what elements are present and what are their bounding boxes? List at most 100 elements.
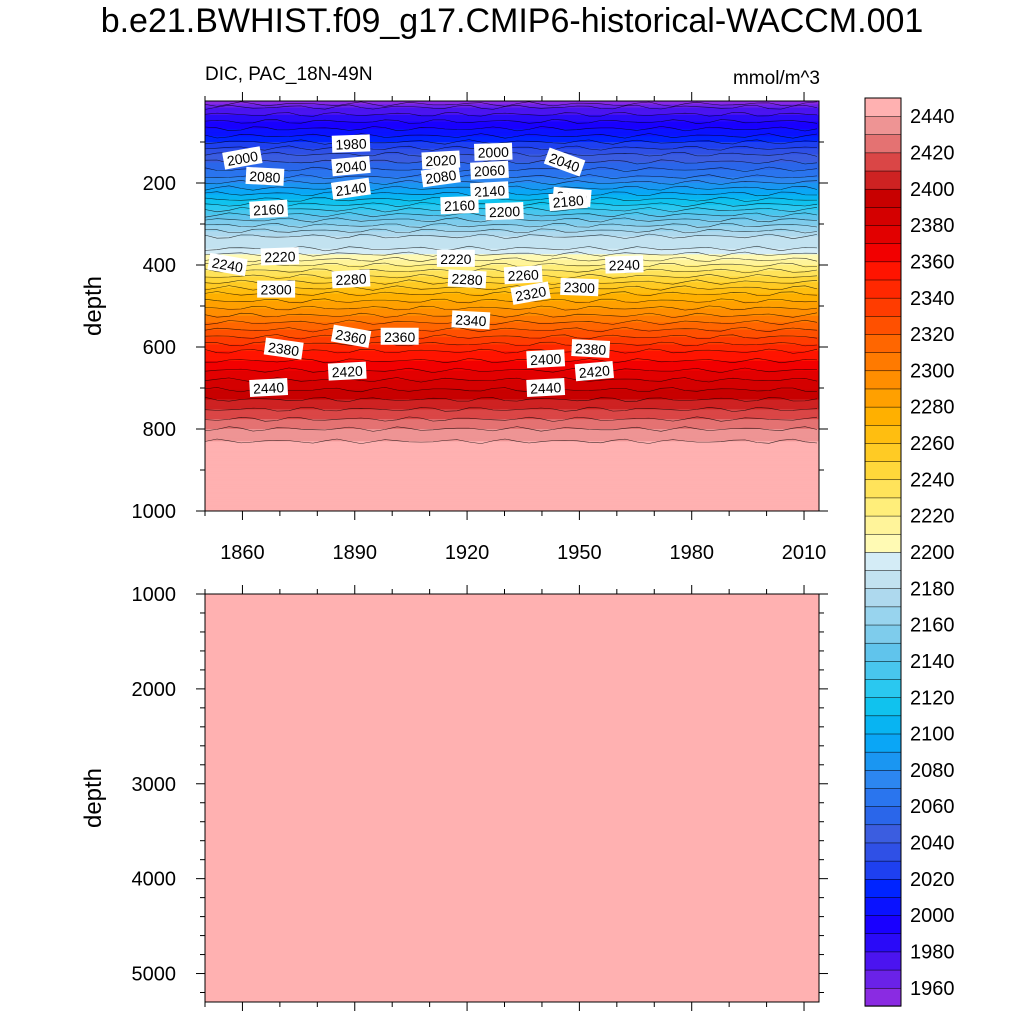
colorbar-swatch xyxy=(864,805,902,826)
field-band xyxy=(205,298,819,301)
field-band xyxy=(205,487,819,489)
field-band xyxy=(205,373,819,375)
field-band xyxy=(205,316,819,319)
field-band xyxy=(205,263,819,265)
colorbar-swatch xyxy=(864,515,902,535)
field-band xyxy=(205,358,819,360)
field-band xyxy=(205,424,819,426)
field-band xyxy=(205,425,819,428)
field-band xyxy=(205,435,819,437)
y-tick-label: 4000 xyxy=(132,869,177,891)
field-band xyxy=(205,382,819,384)
field-band xyxy=(205,222,819,224)
field-band xyxy=(205,122,819,124)
field-band xyxy=(205,314,819,316)
colorbar-tick-label: 1980 xyxy=(910,942,955,964)
field-band xyxy=(205,361,819,364)
field-band xyxy=(205,440,819,442)
field-band xyxy=(205,407,819,410)
y-tick-label: 3000 xyxy=(132,774,177,796)
colorbar-tick-label: 2120 xyxy=(910,687,955,709)
upper-y-axis: 200 400 600 800 1000 xyxy=(132,141,828,523)
contour-label-text: 2420 xyxy=(331,363,363,381)
contour-label: 2140 xyxy=(330,177,371,200)
field-band xyxy=(205,503,819,506)
field-band xyxy=(205,476,819,478)
field-band xyxy=(205,329,819,332)
field-band xyxy=(205,306,819,308)
field-band xyxy=(205,302,819,305)
field-band xyxy=(205,315,819,317)
colorbar-tick-label: 2000 xyxy=(910,905,955,927)
contour-label: 2380 xyxy=(263,337,304,360)
field-band xyxy=(205,141,819,143)
field-band xyxy=(205,187,819,189)
field-band xyxy=(205,497,819,500)
contour-label-box xyxy=(548,190,588,212)
field-band xyxy=(205,463,819,465)
colorbar-swatch xyxy=(864,824,902,844)
contour-label-box xyxy=(447,269,487,289)
field-band xyxy=(205,404,819,406)
field-band xyxy=(205,134,819,137)
contour-label-box xyxy=(571,339,611,359)
field-band xyxy=(205,168,819,170)
field-band xyxy=(205,284,819,287)
contour-label-box xyxy=(510,281,551,305)
colorbar-swatch xyxy=(864,115,902,135)
contour-line xyxy=(205,179,818,186)
contour-label-text: 2280 xyxy=(335,271,367,289)
contour-label-box xyxy=(257,280,296,298)
field-band xyxy=(205,241,819,243)
field-band xyxy=(205,333,819,336)
field-band xyxy=(205,178,819,180)
contour-label-text: 2260 xyxy=(507,266,539,284)
field-band xyxy=(205,465,819,467)
field-band xyxy=(205,412,819,415)
field-band xyxy=(205,488,819,490)
colorbar-swatch xyxy=(864,424,902,444)
field-band xyxy=(205,479,819,481)
field-band xyxy=(205,458,819,460)
field-band xyxy=(205,396,819,398)
field-band xyxy=(205,109,819,111)
colorbar-swatch xyxy=(864,97,902,117)
field-band xyxy=(205,431,819,433)
contour-line xyxy=(205,166,818,172)
field-band xyxy=(205,445,819,447)
field-band xyxy=(205,403,819,405)
field-band xyxy=(205,246,819,249)
field-band xyxy=(205,260,819,262)
field-band xyxy=(205,401,819,404)
field-band xyxy=(205,192,819,194)
field-band xyxy=(205,102,819,105)
field-band xyxy=(205,376,819,378)
contour-label: 2240 xyxy=(605,255,644,274)
field-band xyxy=(205,356,819,358)
field-band xyxy=(205,429,819,431)
contour-line xyxy=(205,305,818,311)
contour-label: 2300 xyxy=(560,277,599,297)
field-band xyxy=(205,344,819,346)
contour-line xyxy=(205,387,818,393)
field-band xyxy=(205,256,819,259)
contour-label-box xyxy=(249,199,289,219)
colorbar-tick-label: 2440 xyxy=(910,106,955,128)
lower-panel: 1000 2000 3000 4000 5000 depth xyxy=(80,584,828,1011)
contour-label-text: 2080 xyxy=(249,168,281,186)
field-band xyxy=(205,502,819,505)
field-band xyxy=(205,224,819,227)
field-band xyxy=(205,246,819,248)
field-band xyxy=(205,297,819,300)
contour-label-box xyxy=(249,378,289,397)
field-band xyxy=(205,472,819,474)
colorbar-swatch xyxy=(864,279,902,299)
field-band xyxy=(205,388,819,390)
contour-label: 2080 xyxy=(420,165,461,188)
colorbar-tick-label: 2040 xyxy=(910,833,955,855)
field-band xyxy=(205,166,819,169)
field-band xyxy=(205,339,819,342)
field-band xyxy=(205,223,819,225)
field-band xyxy=(205,190,819,192)
field-band xyxy=(205,492,819,494)
